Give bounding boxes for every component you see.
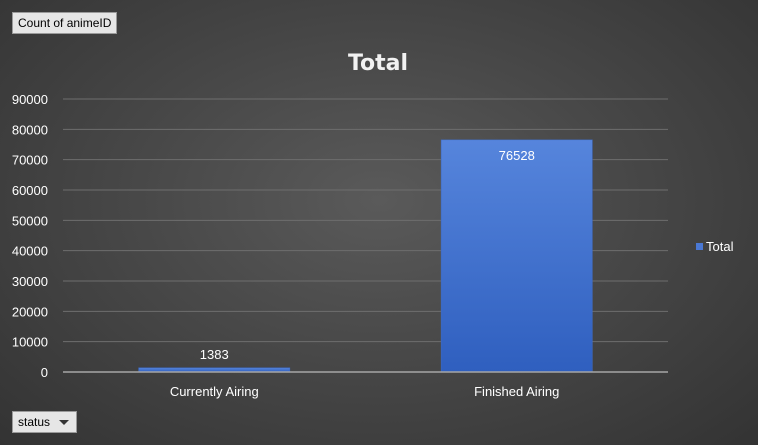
values-field-label: Count of animeID <box>18 16 112 30</box>
status-filter-label: status <box>18 415 51 429</box>
y-tick-label: 40000 <box>12 244 48 259</box>
legend[interactable]: Total <box>696 239 734 254</box>
y-tick-label: 10000 <box>12 335 48 350</box>
y-axis-tick-labels: 0 10000 20000 30000 40000 50000 60000 70000 8000… <box>12 92 48 380</box>
y-tick-label: 50000 <box>12 213 48 228</box>
y-tick-label: 80000 <box>12 122 48 137</box>
y-tick-label: 30000 <box>12 274 48 289</box>
bar[interactable] <box>440 139 593 373</box>
status-filter-button[interactable]: status <box>12 411 78 433</box>
legend-entry-label: Total <box>706 239 734 254</box>
y-tick-label: 70000 <box>12 153 48 168</box>
values-field-button[interactable]: Count of animeID <box>12 12 118 34</box>
x-category-label: Currently Airing <box>170 384 259 399</box>
y-tick-label: 60000 <box>12 183 48 198</box>
legend-swatch <box>696 243 703 250</box>
data-label: 1383 <box>200 347 229 362</box>
y-tick-label: 90000 <box>12 92 48 107</box>
x-category-label: Finished Airing <box>474 384 559 399</box>
dropdown-arrow-icon[interactable] <box>59 420 70 425</box>
y-tick-label: 0 <box>41 365 48 380</box>
x-axis-category-labels: Currently Airing Finished Airing <box>170 384 560 399</box>
y-tick-label: 20000 <box>12 304 48 319</box>
data-label: 76528 <box>499 148 535 163</box>
chart-title: Total <box>348 51 408 76</box>
bars: 1383 76528 <box>138 139 593 373</box>
